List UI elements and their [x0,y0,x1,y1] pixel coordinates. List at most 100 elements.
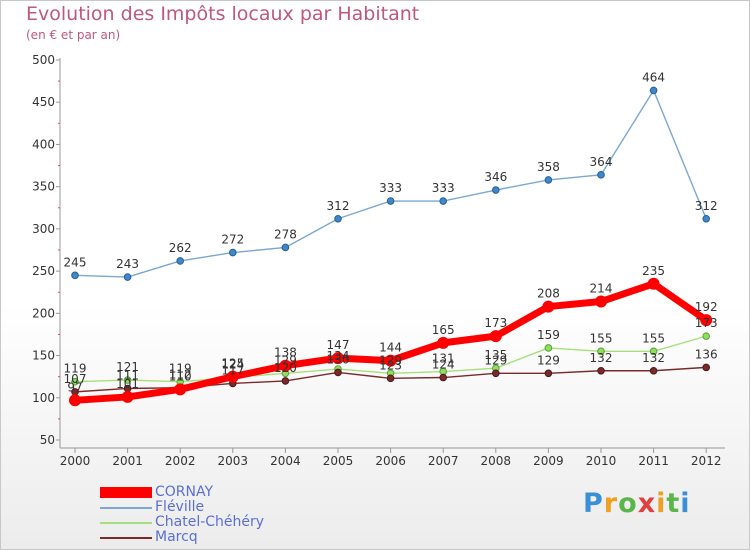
data-label-fleville: 262 [169,241,192,255]
y-tick-label: 300 [32,222,55,236]
data-label-marcq: 112 [169,368,192,382]
x-tick-label: 2010 [586,454,617,468]
y-tick-label: 400 [32,137,55,151]
x-tick-label: 2009 [533,454,564,468]
data-label-chatel-chehery: 129 [379,353,402,367]
data-label-fleville: 312 [695,199,718,213]
legend-label: Fléville [155,499,205,515]
y-tick-label: 250 [32,264,55,278]
data-label-chatel-chehery: 159 [537,328,560,342]
y-tick-label: 150 [32,349,55,363]
data-label-marcq: 117 [221,363,244,377]
data-point-cornay [279,359,292,372]
data-label-cornay: 235 [642,264,665,278]
y-tick-label: 350 [32,180,55,194]
data-label-cornay: 165 [432,323,455,337]
data-label-marcq: 132 [590,351,613,365]
data-point-fleville [334,214,342,223]
data-point-fleville [597,171,605,179]
data-label-fleville: 464 [642,70,665,84]
data-point-cornay [226,370,239,383]
legend-swatch-cornay [100,487,152,498]
data-point-chatel-chehery [123,376,132,384]
data-label-fleville: 278 [274,227,297,241]
data-label-cornay: 214 [590,282,613,296]
data-label-marcq: 107 [64,372,87,386]
data-label-marcq: 123 [379,358,402,372]
data-label-chatel-chehery: 155 [590,331,613,345]
y-tick-label: 200 [32,306,55,320]
data-label-cornay: 144 [379,341,402,355]
y-tick-label: 100 [32,391,55,405]
legend-label: Chatel-Chéhéry [155,514,265,530]
data-label-fleville: 245 [64,255,87,269]
data-point-fleville [176,257,184,265]
data-point-fleville [702,214,711,223]
legend-label: CORNAY [155,484,214,500]
data-label-cornay: 101 [116,377,139,391]
data-label-chatel-chehery: 119 [169,362,192,376]
data-point-fleville [229,248,237,257]
data-label-fleville: 333 [379,181,402,195]
legend-item-chatel-chehery: Chatel-Chéhéry [100,515,264,530]
data-point-cornay [595,295,607,308]
data-label-marcq: 132 [642,351,665,365]
data-label-cornay: 173 [484,316,507,330]
legend-label: Marcq [155,529,198,545]
data-label-cornay: 192 [695,300,718,314]
data-point-fleville [544,176,553,184]
data-point-marcq [597,366,605,375]
legend-item-cornay: CORNAY [100,485,264,500]
data-point-marcq [702,363,711,372]
legend-swatch-marcq [100,536,152,539]
data-point-chatel-chehery [71,377,79,386]
data-point-fleville [281,243,290,252]
data-label-marcq: 130 [327,352,350,366]
data-label-fleville: 243 [116,257,139,271]
data-point-fleville [439,197,448,205]
legend-swatch-fleville [100,506,152,509]
data-label-cornay: 125 [221,357,244,371]
data-label-chatel-chehery: 121 [116,360,139,374]
x-tick-label: 2002 [165,454,196,468]
data-point-chatel-chehery [702,332,711,340]
data-label-fleville: 364 [590,155,613,169]
x-tick-label: 2008 [481,454,512,468]
data-point-cornay [647,277,660,290]
data-label-marcq: 111 [116,368,139,382]
data-label-cornay: 110 [169,369,192,383]
data-point-cornay [174,383,187,396]
x-tick-label: 2000 [60,454,91,468]
chart-subtitle: (en € et par an) [26,28,121,42]
data-point-cornay [700,314,713,327]
data-label-fleville: 272 [221,233,244,247]
x-tick-label: 2005 [323,454,354,468]
data-label-chatel-chehery: 173 [695,316,718,330]
data-label-fleville: 358 [537,160,560,174]
data-label-marcq: 120 [274,361,297,375]
x-tick-label: 2012 [691,454,722,468]
chart-legend: CORNAY Fléville Chatel-Chéhéry Marcq [100,485,264,545]
data-point-marcq [544,369,553,378]
data-point-marcq [386,374,395,383]
y-tick-label: 500 [32,53,55,67]
data-point-marcq [334,368,342,377]
data-label-marcq: 124 [432,358,455,372]
data-label-chatel-chehery: 134 [327,349,350,363]
data-point-cornay [121,390,134,403]
data-point-fleville [71,271,79,280]
data-label-cornay: 138 [274,346,297,360]
data-point-cornay [489,330,502,343]
data-point-chatel-chehery [649,347,658,356]
data-point-marcq [649,366,658,375]
data-point-cornay [542,300,555,313]
data-point-fleville [123,273,132,281]
data-label-marcq: 129 [537,353,560,367]
data-label-marcq: 136 [695,347,718,361]
proxiti-logo: Proxiti [583,488,691,519]
y-tick-label: 50 [40,433,55,447]
y-tick-label: 450 [32,95,55,109]
data-label-fleville: 346 [484,170,507,184]
legend-swatch-chatel-chehery [100,521,152,524]
data-label-cornay: 147 [327,338,350,352]
